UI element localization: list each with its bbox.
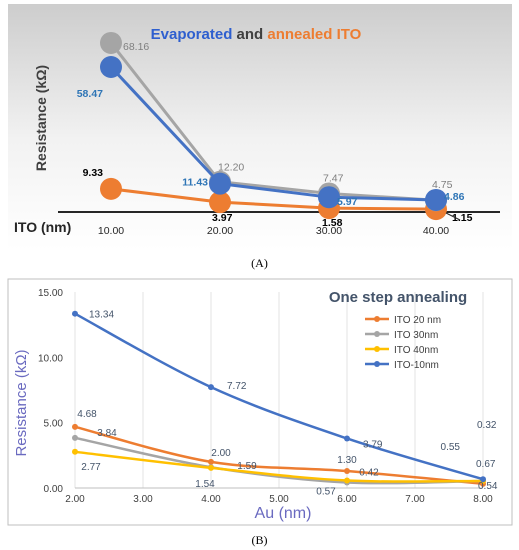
chart-b-data-label: 3.79: [363, 439, 383, 450]
chart-b-data-label: 0.42: [359, 468, 379, 479]
chart-a-title-part-1: and: [232, 26, 267, 43]
chart-b-data-point: [208, 384, 214, 391]
chart-b-legend-label: ITO 20 nm: [394, 315, 441, 326]
chart-b-data-label: 2.00: [211, 448, 231, 459]
chart-a-data-label: 58.47: [77, 88, 103, 100]
chart-a-data-point: [425, 188, 447, 211]
chart-b-x-tick-label: 6.00: [337, 494, 357, 505]
chart-a-data-label: 12.20: [218, 162, 244, 174]
chart-b-legend-marker: [374, 331, 380, 337]
chart-a-data-point: [318, 186, 340, 209]
chart-a-data-label: 4.75: [432, 179, 453, 191]
chart-b-data-point: [344, 435, 350, 442]
chart-a-data-label: 7.47: [323, 172, 344, 184]
chart-a-x-axis-label: ITO (nm): [14, 219, 71, 235]
chart-b-y-tick-label: 15.00: [38, 288, 63, 299]
chart-b-data-point: [344, 468, 350, 475]
chart-a-data-label: 1.58: [322, 217, 343, 229]
chart-b-data-label: 0.67: [476, 459, 496, 470]
chart-a-data-label: 1.15: [452, 212, 473, 224]
chart-a-data-label: 68.16: [123, 41, 149, 53]
caption-a: (A): [251, 256, 268, 270]
chart-a-title-part-2: annealed ITO: [267, 26, 361, 43]
chart-b-legend-label: ITO 40nm: [394, 345, 438, 356]
chart-a-title-part-0: Evaporated: [151, 26, 233, 43]
chart-b-data-label: 0.54: [478, 481, 498, 492]
chart-b-data-point: [72, 423, 78, 430]
chart-a-series-line: [109, 65, 437, 202]
chart-a-data-point: [100, 177, 122, 200]
chart-b-x-tick-label: 3.00: [133, 494, 153, 505]
chart-a-leader-line: [445, 212, 461, 221]
chart-a-data-point: [209, 191, 231, 214]
chart-b-y-axis-label: Resistance (kΩ): [13, 349, 30, 456]
chart-a-x-tick-label: 20.00: [207, 225, 233, 237]
chart-a-data-point: [100, 55, 122, 78]
chart-b-data-point: [72, 448, 78, 455]
chart-a-data-label: 5.97: [337, 196, 358, 208]
chart-b-legend-label: ITO-10nm: [394, 360, 439, 371]
chart-a-data-label: 4.86: [444, 191, 465, 203]
chart-a-data-point: [100, 31, 122, 54]
chart-b-data-label: 1.54: [195, 479, 215, 490]
chart-b-data-point: [208, 458, 214, 465]
chart-b-data-label: 0.32: [477, 420, 497, 431]
chart-b-x-tick-label: 2.00: [65, 494, 85, 505]
chart-b-data-point: [208, 464, 214, 471]
chart-b-data-point: [344, 477, 350, 484]
chart-b-title: One step annealing: [329, 289, 467, 306]
chart-b-legend-marker: [374, 346, 380, 352]
chart-b-frame: [7, 278, 513, 526]
chart-a-series-line: [109, 42, 437, 202]
chart-a-x-tick-label: 40.00: [423, 225, 449, 237]
chart-a-data-label: 3.97: [212, 212, 233, 224]
chart-b-legend-marker: [374, 316, 380, 322]
chart-a-x-tick-label: 10.00: [98, 225, 124, 237]
chart-a-title: Evaporated and annealed ITO: [151, 26, 362, 43]
chart-a-x-tick-label: 30.00: [316, 225, 342, 237]
chart-b-y-tick-label: 5.00: [44, 419, 64, 430]
chart-b-x-tick-label: 5.00: [269, 494, 289, 505]
chart-b-data-label: 1.59: [237, 461, 257, 472]
chart-b-data-label: 2.77: [81, 462, 101, 473]
chart-a-y-axis-label: Resistance (kΩ): [33, 65, 49, 171]
chart-b-data-label: 0.55: [441, 442, 461, 453]
chart-b-data-label: 1.30: [337, 455, 357, 466]
chart-a-data-label: 11.43: [182, 177, 208, 189]
caption-b: (B): [251, 533, 268, 547]
chart-b-data-label: 4.68: [77, 409, 97, 420]
chart-b-legend-marker: [374, 361, 380, 367]
chart-b-legend-label: ITO 30nm: [394, 330, 438, 341]
chart-b-x-tick-label: 8.00: [473, 494, 493, 505]
chart-b-series-line: [74, 425, 484, 486]
chart-b-y-tick-label: 0.00: [44, 484, 64, 495]
chart-b-x-axis-label: Au (nm): [255, 505, 312, 522]
chart-b-data-point: [72, 310, 78, 317]
chart-b-data-label: 3.84: [97, 428, 117, 439]
chart-b-data-label: 0.57: [316, 487, 336, 498]
chart-b-data-label: 7.72: [227, 381, 247, 392]
chart-b: 0.00 5.00 10.00 15.00 2.00 3.00 4.00 5.00 6.00 7.…: [7, 278, 513, 526]
chart-b-series-line: [74, 312, 484, 481]
chart-b-data-point: [480, 476, 486, 483]
chart-b-y-tick-label: 10.00: [38, 353, 63, 364]
chart-b-x-tick-label: 4.00: [201, 494, 221, 505]
chart-b-x-tick-label: 7.00: [405, 494, 425, 505]
chart-b-data-label: 13.34: [89, 310, 114, 321]
chart-a-data-point: [209, 172, 231, 195]
chart-a: Evaporated and annealed ITO Resistance (k…: [8, 4, 512, 250]
chart-b-data-point: [72, 434, 78, 441]
chart-a-data-label: 9.33: [83, 167, 104, 179]
chart-a-series-line: [110, 187, 437, 211]
chart-b-series-line: [74, 450, 484, 483]
